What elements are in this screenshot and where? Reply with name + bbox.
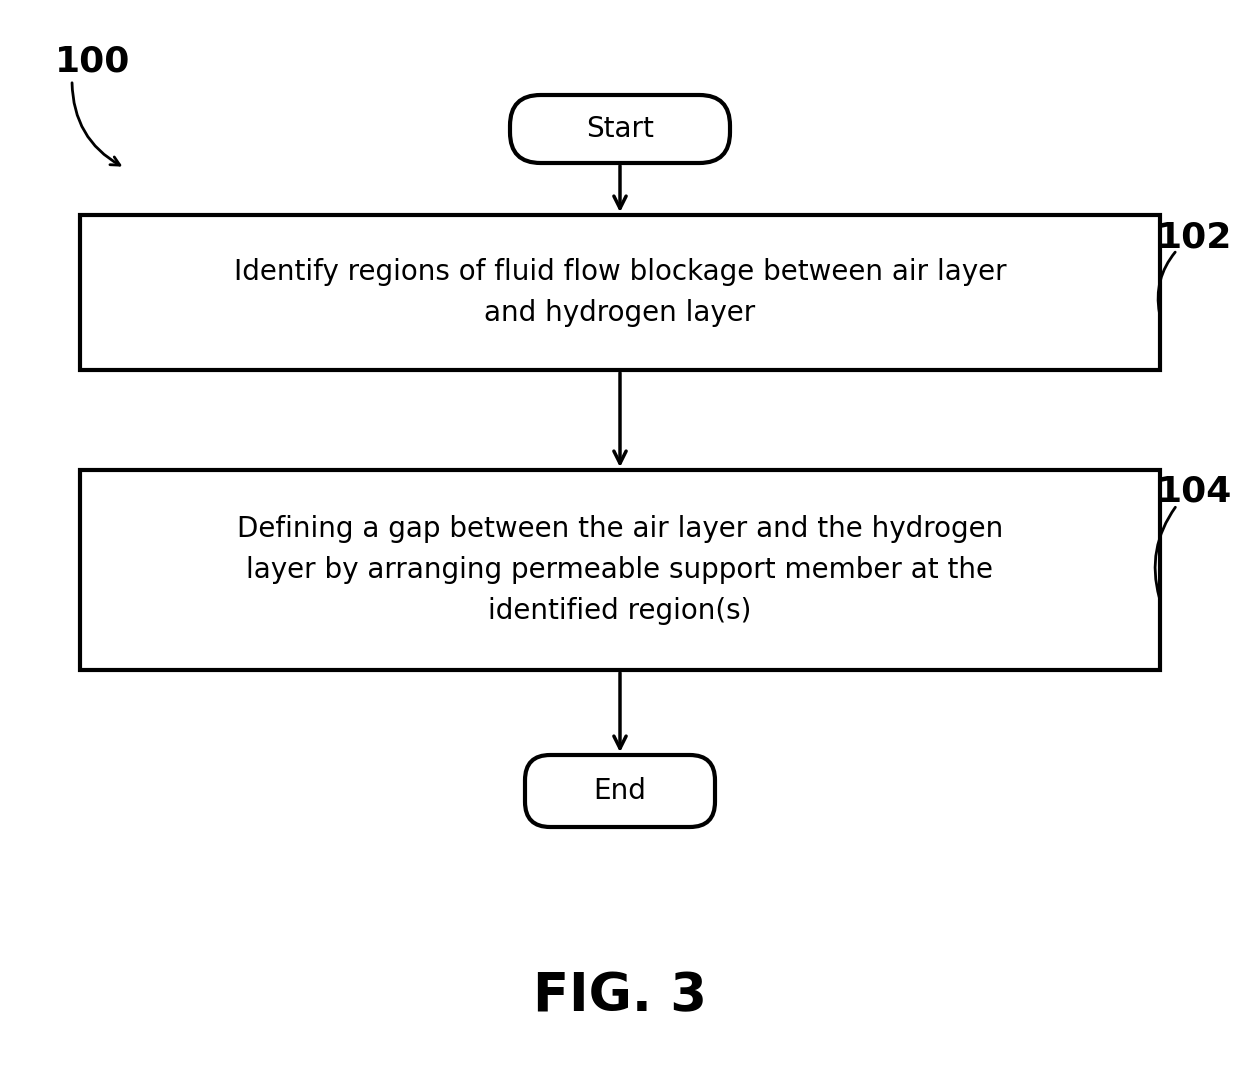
Bar [81, 470, 1159, 670]
FancyBboxPatch shape [510, 95, 730, 163]
Text: End: End [594, 777, 646, 805]
Text: Defining a gap between the air layer and the hydrogen
layer by arranging permeab: Defining a gap between the air layer and… [237, 515, 1003, 625]
Text: 100: 100 [55, 45, 130, 79]
Text: 104: 104 [1157, 475, 1233, 509]
FancyBboxPatch shape [525, 755, 715, 827]
Text: Start: Start [587, 114, 653, 143]
Text: 102: 102 [1157, 220, 1233, 254]
Bar [81, 215, 1159, 370]
Text: FIG. 3: FIG. 3 [533, 970, 707, 1022]
Text: Identify regions of fluid flow blockage between air layer
and hydrogen layer: Identify regions of fluid flow blockage … [233, 258, 1007, 327]
